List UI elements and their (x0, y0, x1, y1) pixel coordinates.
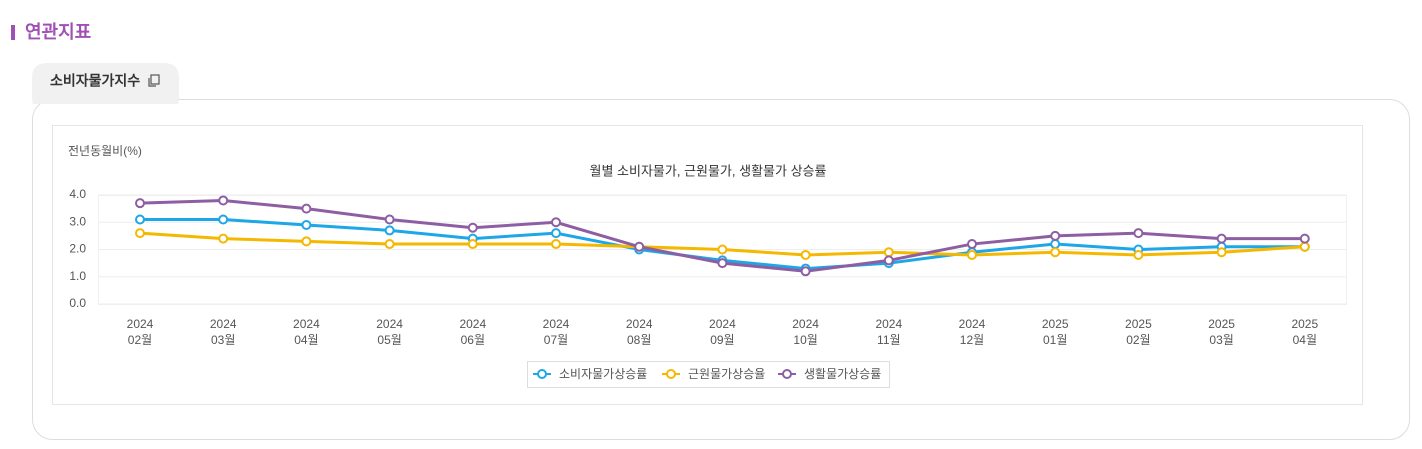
x-tick-label: 2024 (709, 317, 736, 331)
point (135, 198, 145, 209)
point (551, 239, 561, 250)
point (800, 266, 811, 277)
legend-box (527, 361, 890, 388)
header-marker (11, 25, 15, 40)
point (1050, 239, 1061, 250)
tab-join (32, 96, 179, 104)
point (1050, 230, 1061, 241)
x-tick-label: 2024 (376, 317, 403, 331)
copy-icon[interactable] (150, 74, 160, 85)
point (1216, 247, 1227, 258)
x-tick-label: 2024 (293, 317, 320, 331)
x-tick-label: 2024 (459, 317, 486, 331)
x-tick-label: 2024 (792, 317, 819, 331)
x-tick-label: 06월 (461, 333, 485, 347)
tab-label[interactable]: 소비자물가지수 (50, 73, 140, 89)
point (717, 244, 728, 255)
point (467, 222, 478, 233)
legend-label: 생활물가상승률 (804, 367, 881, 381)
point (218, 214, 229, 225)
x-tick-label: 04월 (1293, 333, 1317, 347)
y-tick-label: 4.0 (69, 187, 86, 201)
legend-label: 근원물가상승율 (688, 367, 765, 381)
x-tick-label: 2025 (1042, 317, 1069, 331)
chart-box (52, 125, 1363, 405)
x-tick-label: 04월 (294, 333, 318, 347)
point (1216, 233, 1227, 244)
x-tick-label: 09월 (710, 333, 734, 347)
point (384, 214, 395, 225)
point (301, 203, 312, 214)
x-tick-label: 2024 (959, 317, 986, 331)
y-axis-label: 전년동월비(%) (68, 144, 142, 158)
copy-icon-back (148, 78, 156, 87)
x-tick-label: 2024 (543, 317, 570, 331)
point (551, 228, 561, 239)
x-tick-label: 12월 (960, 333, 984, 347)
x-tick-label: 2024 (875, 317, 902, 331)
point (1133, 228, 1144, 239)
point (384, 239, 395, 250)
point (301, 236, 312, 247)
x-tick-label: 11월 (877, 333, 901, 347)
x-tick-label: 2025 (1208, 317, 1235, 331)
legend-marker (666, 369, 676, 379)
point (384, 225, 395, 236)
x-tick-label: 07월 (544, 333, 568, 347)
point (1299, 233, 1310, 244)
header-title: 연관지표 (25, 22, 91, 42)
point (551, 217, 561, 228)
y-tick-label: 1.0 (69, 269, 86, 283)
y-tick-label: 3.0 (69, 214, 86, 228)
point (800, 249, 811, 260)
x-tick-label: 05월 (377, 333, 401, 347)
point (1133, 249, 1144, 260)
y-tick-label: 2.0 (69, 242, 86, 256)
point (301, 219, 312, 230)
x-tick-label: 02월 (1126, 333, 1150, 347)
legend-marker (782, 369, 792, 379)
point (717, 258, 728, 269)
x-tick-label: 03월 (1209, 333, 1233, 347)
x-tick-label: 2024 (210, 317, 237, 331)
point (135, 214, 145, 225)
point (1299, 241, 1310, 252)
point (467, 239, 478, 250)
x-tick-label: 08월 (627, 333, 651, 347)
x-tick-label: 2025 (1125, 317, 1152, 331)
legend-marker (537, 369, 547, 379)
chart-title: 월별 소비자물가, 근원물가, 생활물가 상승률 (590, 163, 827, 178)
x-tick-label: 2024 (626, 317, 653, 331)
x-tick-label: 2024 (127, 317, 154, 331)
x-tick-label: 10월 (793, 333, 817, 347)
x-tick-label: 2025 (1291, 317, 1318, 331)
x-tick-label: 03월 (211, 333, 235, 347)
x-tick-label: 01월 (1043, 333, 1067, 347)
point (218, 233, 229, 244)
point (634, 241, 645, 252)
point (967, 249, 977, 260)
legend-label: 소비자물가상승률 (559, 367, 647, 381)
point (135, 228, 145, 239)
point (967, 239, 977, 250)
point (883, 255, 894, 266)
point (883, 247, 894, 258)
point (218, 195, 229, 206)
tab[interactable] (32, 63, 179, 99)
y-tick-label: 0.0 (69, 296, 86, 310)
x-tick-label: 02월 (128, 333, 152, 347)
point (1050, 247, 1061, 258)
